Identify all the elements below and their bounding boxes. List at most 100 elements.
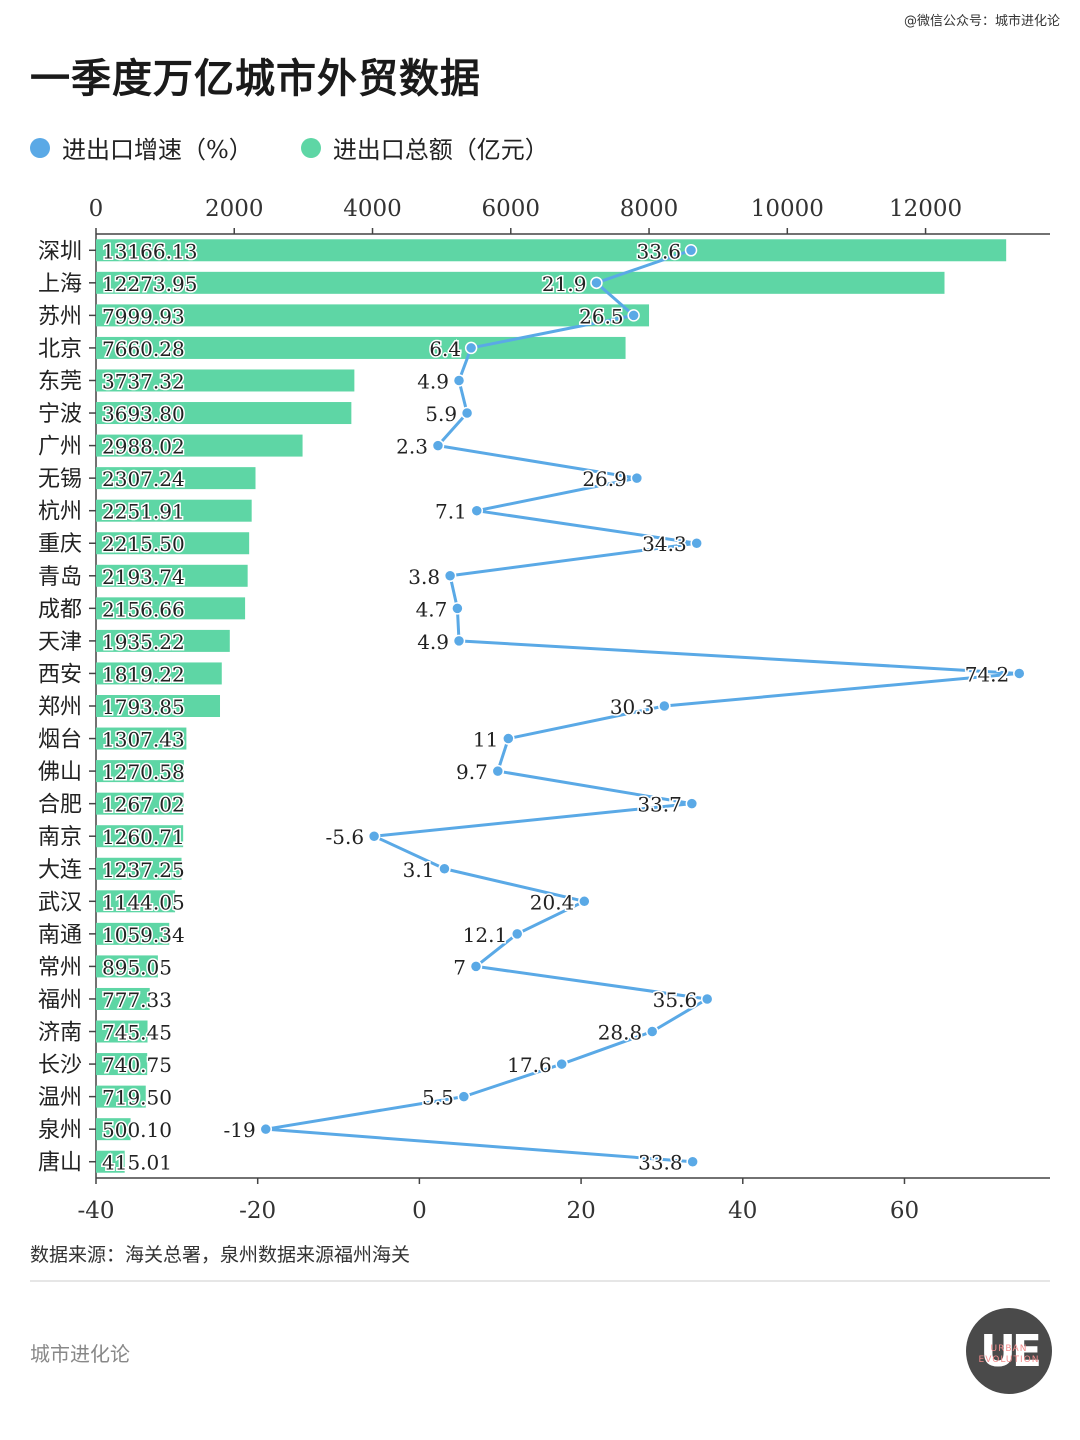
growth-value-label: 11 [473,728,498,752]
bar [96,369,355,392]
category-label: 广州 [38,435,82,460]
category-label: 合肥 [38,793,82,818]
category-label: 南京 [38,825,82,850]
bar-value-label: 2307.24 [102,467,185,491]
bar-value-label: 719.50 [102,1086,172,1110]
bar-value-label: 777.33 [102,988,172,1012]
growth-point [491,764,505,778]
brand-name: 城市进化论 [30,1342,130,1366]
growth-value-label: 3.1 [403,858,435,882]
growth-point [438,862,451,876]
legend-item-growth: 进出口增速（%） [30,130,253,165]
category-label: 上海 [38,272,82,297]
growth-value-label: 4.9 [417,630,449,654]
legend-dot-growth [30,137,50,158]
growth-value-label: 34.3 [642,532,687,556]
bottom-axis-tick-label: -40 [77,1198,114,1224]
growth-point [685,797,699,810]
bar-value-label: 895.05 [102,955,172,979]
category-label: 重庆 [38,532,82,557]
growth-value-label: 7.1 [435,500,467,524]
bar [96,955,158,978]
category-label: 济南 [38,1021,82,1046]
bar-value-label: 3737.32 [102,369,185,393]
growth-value-label: 20.4 [530,890,575,914]
bar [96,1053,148,1076]
bar [96,467,256,490]
legend-label-total: 进出口总额（亿元） [332,136,549,164]
category-label: 宁波 [38,402,82,427]
bar-value-label: 2193.74 [102,565,185,589]
bar [96,695,221,717]
growth-value-label: -19 [224,1118,256,1142]
logo-subtext: URBAN EVOLUTION [978,1344,1040,1365]
bar [96,1020,148,1043]
bar-value-label: 2156.66 [102,597,185,621]
bar [96,825,184,848]
bar-value-label: 3693.80 [102,402,185,426]
growth-value-label: 7 [453,955,466,979]
category-label: 郑州 [38,695,82,720]
growth-value-label: 35.6 [653,988,698,1012]
top-axis-tick-label: 10000 [751,196,824,222]
logo-letters: UE [980,1325,1042,1377]
bar-value-label: 2251.91 [102,500,185,524]
category-label: 北京 [38,337,82,362]
brand-logo: UE URBAN EVOLUTION [966,1308,1052,1394]
growth-point [590,276,603,290]
bar [96,857,182,880]
data-source-note: 数据来源：海关总署，泉州数据来源福州海关 [30,1244,411,1266]
bar [96,532,250,555]
bar [96,239,1007,262]
bar [96,402,352,425]
growth-point [630,471,644,485]
bar-value-label: 1819.22 [102,662,185,686]
bar-value-label: 500.10 [102,1118,172,1142]
growth-value-label: 33.7 [637,793,682,817]
category-label: 成都 [38,597,82,622]
growth-point [443,569,457,583]
growth-value-label: 17.6 [507,1053,552,1077]
top-axis-tick-label: 0 [89,196,104,222]
bar-value-label: 740.75 [102,1053,172,1077]
growth-point [658,699,671,713]
growth-point [555,1057,568,1071]
category-label: 西安 [38,662,82,687]
growth-point [700,992,714,1006]
category-label: 青岛 [38,565,82,590]
bar [96,1118,131,1141]
bar-value-label: 1237.25 [102,858,185,882]
bar-value-label: 1144.05 [102,890,185,914]
legend-dot-total [300,137,321,158]
growth-value-label: 2.3 [396,435,428,459]
category-label: 南通 [38,923,82,948]
growth-point [578,895,591,908]
category-label: 烟台 [38,728,82,753]
bar-value-label: 1270.58 [102,760,185,784]
growth-point [645,1025,659,1038]
bar-value-label: 2988.02 [102,435,185,459]
bar [96,629,230,652]
bar [96,564,248,587]
growth-value-label: 5.5 [422,1086,454,1110]
top-axis-tick-label: 4000 [343,196,402,222]
footer-divider [30,1280,1050,1282]
bar [96,271,945,294]
growth-value-label: 26.9 [582,467,627,491]
growth-value-label: 12.1 [463,923,508,947]
bottom-axis-tick-label: -20 [239,1198,276,1224]
bottom-axis-tick-label: 20 [566,1198,595,1224]
category-label: 东莞 [38,369,82,394]
bar [96,890,176,913]
bar [96,1150,125,1173]
growth-value-label: 21.9 [542,272,587,296]
growth-value-label: 3.8 [408,565,440,589]
growth-point [510,927,524,941]
bar [96,727,187,750]
growth-point [259,1122,273,1136]
category-label: 泉州 [38,1118,82,1143]
growth-value-label: 33.8 [638,1151,683,1175]
growth-point [470,504,484,517]
growth-point [452,634,466,648]
growth-point [690,536,703,550]
